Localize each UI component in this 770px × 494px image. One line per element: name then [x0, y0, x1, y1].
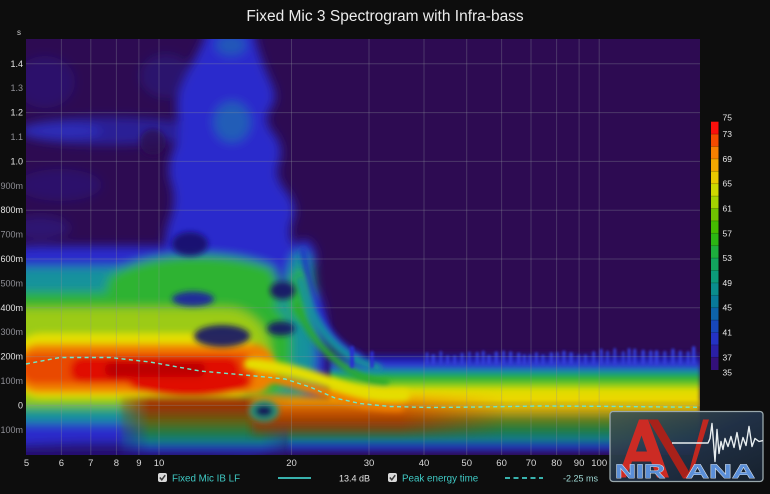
- svg-text:30: 30: [364, 458, 375, 469]
- svg-text:20: 20: [286, 458, 297, 469]
- svg-text:-2.25 ms: -2.25 ms: [563, 474, 599, 484]
- svg-text:Fixed Mic IB LF: Fixed Mic IB LF: [172, 474, 240, 485]
- svg-text:NIR: NIR: [615, 462, 665, 483]
- svg-text:35: 35: [723, 368, 733, 378]
- svg-text:-100m: -100m: [0, 425, 23, 435]
- svg-text:Fixed Mic 3 Spectrogram with I: Fixed Mic 3 Spectrogram with Infra-bass: [246, 8, 524, 25]
- svg-text:1.2: 1.2: [10, 108, 23, 118]
- svg-text:Peak energy time: Peak energy time: [402, 474, 479, 485]
- svg-text:7: 7: [88, 458, 93, 469]
- svg-text:s: s: [17, 28, 21, 37]
- svg-text:73: 73: [723, 129, 733, 139]
- svg-text:700m: 700m: [0, 230, 23, 240]
- svg-text:50: 50: [461, 458, 472, 469]
- svg-text:49: 49: [723, 278, 733, 288]
- svg-text:57: 57: [723, 228, 733, 238]
- svg-text:900m: 900m: [0, 181, 23, 191]
- svg-text:60: 60: [496, 458, 507, 469]
- svg-text:37: 37: [723, 352, 733, 362]
- svg-text:ANA: ANA: [686, 462, 755, 483]
- svg-text:61: 61: [723, 204, 733, 214]
- svg-text:41: 41: [723, 328, 733, 338]
- svg-text:1.1: 1.1: [10, 132, 23, 142]
- svg-text:1.3: 1.3: [10, 83, 23, 93]
- svg-text:0: 0: [18, 400, 23, 410]
- svg-text:400m: 400m: [0, 303, 23, 313]
- svg-text:100m: 100m: [0, 376, 23, 386]
- svg-text:1.4: 1.4: [10, 59, 23, 69]
- svg-text:40: 40: [419, 458, 430, 469]
- svg-text:600m: 600m: [0, 254, 23, 264]
- svg-text:75: 75: [723, 113, 733, 123]
- svg-text:5: 5: [24, 458, 29, 469]
- svg-text:200m: 200m: [0, 352, 23, 362]
- svg-text:500m: 500m: [0, 278, 23, 288]
- svg-text:6: 6: [59, 458, 64, 469]
- svg-text:53: 53: [723, 253, 733, 263]
- svg-text:10: 10: [154, 458, 165, 469]
- svg-text:45: 45: [723, 303, 733, 313]
- svg-text:90: 90: [574, 458, 585, 469]
- svg-text:8: 8: [114, 458, 119, 469]
- svg-text:9: 9: [136, 458, 141, 469]
- svg-text:70: 70: [526, 458, 537, 469]
- svg-text:1.0: 1.0: [10, 156, 23, 166]
- svg-text:69: 69: [723, 154, 733, 164]
- svg-text:300m: 300m: [0, 327, 23, 337]
- svg-text:65: 65: [723, 179, 733, 189]
- svg-text:80: 80: [551, 458, 562, 469]
- svg-text:800m: 800m: [0, 205, 23, 215]
- svg-text:13.4 dB: 13.4 dB: [339, 474, 370, 484]
- svg-text:100: 100: [591, 458, 607, 469]
